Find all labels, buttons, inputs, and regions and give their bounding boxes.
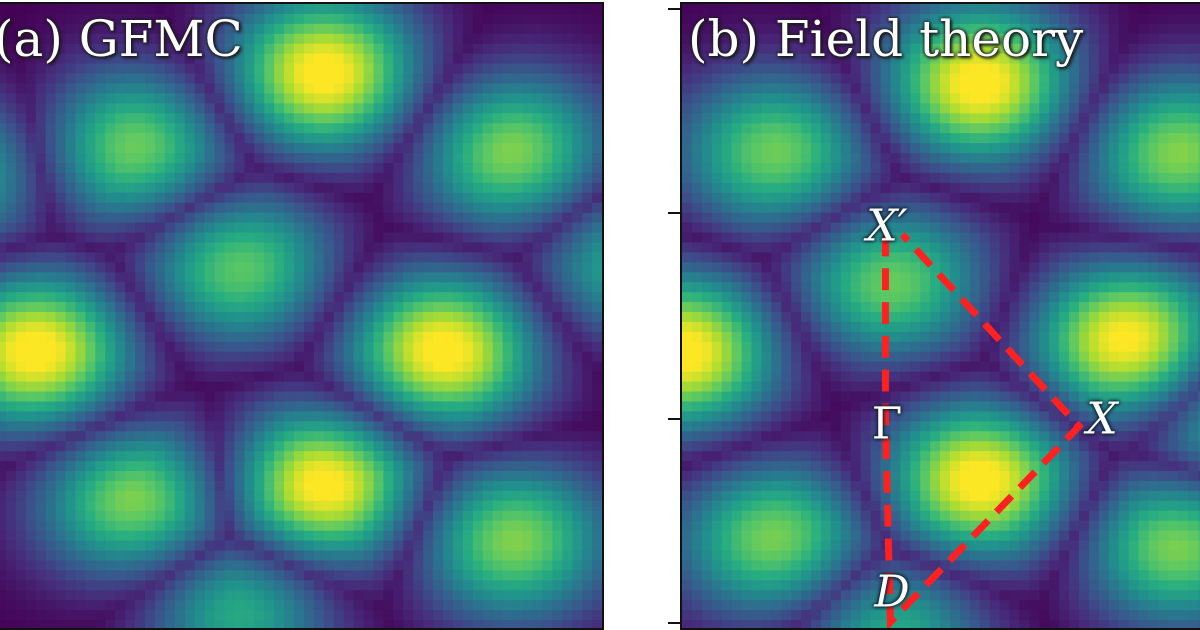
panel-a-heatmap: (a) GFMC [0,2,604,630]
point-x-prime-label: X′ [866,200,908,252]
panel-b-heatmap: (b) Field theory X′ Γ X D [680,2,1200,630]
heatmap-b [682,4,1200,628]
y-tick [668,212,680,214]
point-gamma-label: Γ [871,398,903,450]
point-x-label: X [1086,393,1118,445]
y-tick [668,622,680,624]
k-path-line [881,232,1084,628]
heatmap-a [0,4,602,628]
panel-b-label: (b) Field theory [688,10,1084,68]
point-d-label: D [874,566,910,618]
y-tick [668,8,680,10]
panel-a-label: (a) GFMC [0,10,243,68]
y-tick [668,418,680,420]
